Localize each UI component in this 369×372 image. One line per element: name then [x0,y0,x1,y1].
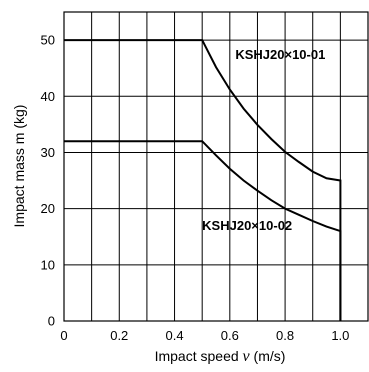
x-tick-label: 1.0 [331,328,349,343]
curves [64,39,342,321]
x-tick-label: 0 [60,328,67,343]
series-line-2 [64,140,342,321]
series-label-1: KSHJ20×10-01 [235,47,325,62]
x-tick-label: 0.4 [166,328,184,343]
x-axis-title: Impact speed ν (m/s) [155,348,286,365]
plot-frame [63,11,369,322]
x-axis-title-suffix: (m/s) [250,348,286,364]
x-tick-label: 0.2 [110,328,128,343]
y-tick-label: 30 [41,145,55,160]
y-tick-label: 20 [41,201,55,216]
x-axis-title-symbol: ν [243,348,251,365]
series-labels: KSHJ20×10-01 KSHJ20×10-02 [202,47,325,233]
y-tick-label: 0 [48,314,55,329]
series-label-2: KSHJ20×10-02 [202,218,292,233]
y-tick-labels: 0 10 20 30 40 50 [41,33,55,329]
y-tick-label: 50 [41,33,55,48]
x-tick-label: 0.8 [276,328,294,343]
x-axis-title-prefix: Impact speed [155,348,243,364]
x-tick-label: 0.6 [221,328,239,343]
x-tick-labels: 0 0.2 0.4 0.6 0.8 1.0 [60,328,349,343]
y-tick-label: 10 [41,257,55,272]
y-tick-label: 40 [41,89,55,104]
y-axis-title: Impact mass m (kg) [11,105,27,228]
series-line-1 [64,39,342,321]
